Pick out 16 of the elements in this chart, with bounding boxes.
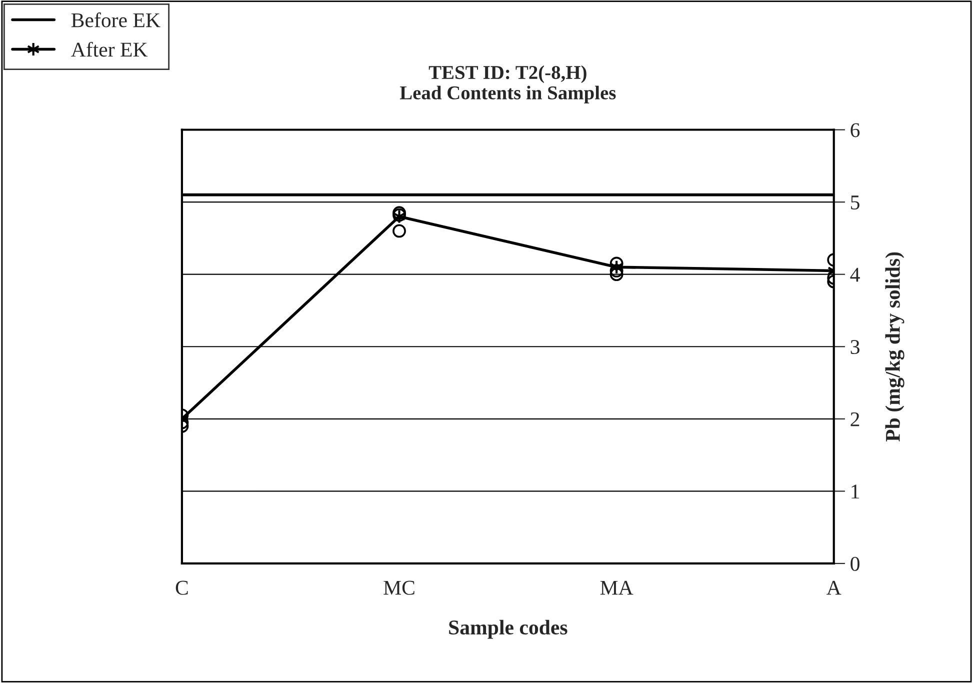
y-tick-label: 4 [850,268,860,282]
legend-label: After EK [71,42,148,57]
y-axis-title: Pb (mg/kg dry solids) [885,252,904,442]
x-tick-label: MC [384,580,414,595]
legend-label: Before EK [71,12,160,28]
y-tick-label: 3 [850,340,860,354]
x-axis-title: Sample codes [449,620,568,639]
y-tick-label: 1 [852,484,859,498]
y-tick-label: 0 [850,556,860,571]
y-tick-label: 6 [850,123,860,138]
chart-title: TEST ID: T2(-8,H) Lead Contents in Samples [400,65,616,104]
x-tick-label: MA [600,580,634,595]
x-tick-label: C [176,580,188,595]
y-tick-label: 2 [850,412,860,426]
x-tick-label: A [826,580,842,595]
y-tick-label: 5 [851,196,860,210]
